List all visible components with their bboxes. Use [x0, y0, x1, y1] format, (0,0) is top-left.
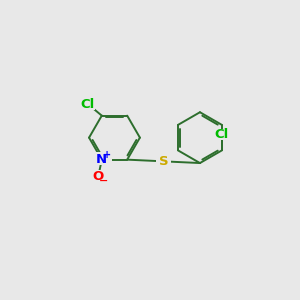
Text: S: S — [159, 155, 168, 168]
Text: +: + — [103, 150, 111, 160]
Bar — [80, 98, 95, 110]
Bar — [94, 152, 112, 165]
Bar — [214, 129, 229, 140]
Bar — [91, 170, 108, 183]
Text: −: − — [99, 176, 108, 186]
Text: O: O — [93, 170, 104, 183]
Text: Cl: Cl — [215, 128, 229, 141]
Text: Cl: Cl — [81, 98, 95, 111]
Bar — [156, 156, 171, 167]
Text: N: N — [96, 153, 107, 166]
